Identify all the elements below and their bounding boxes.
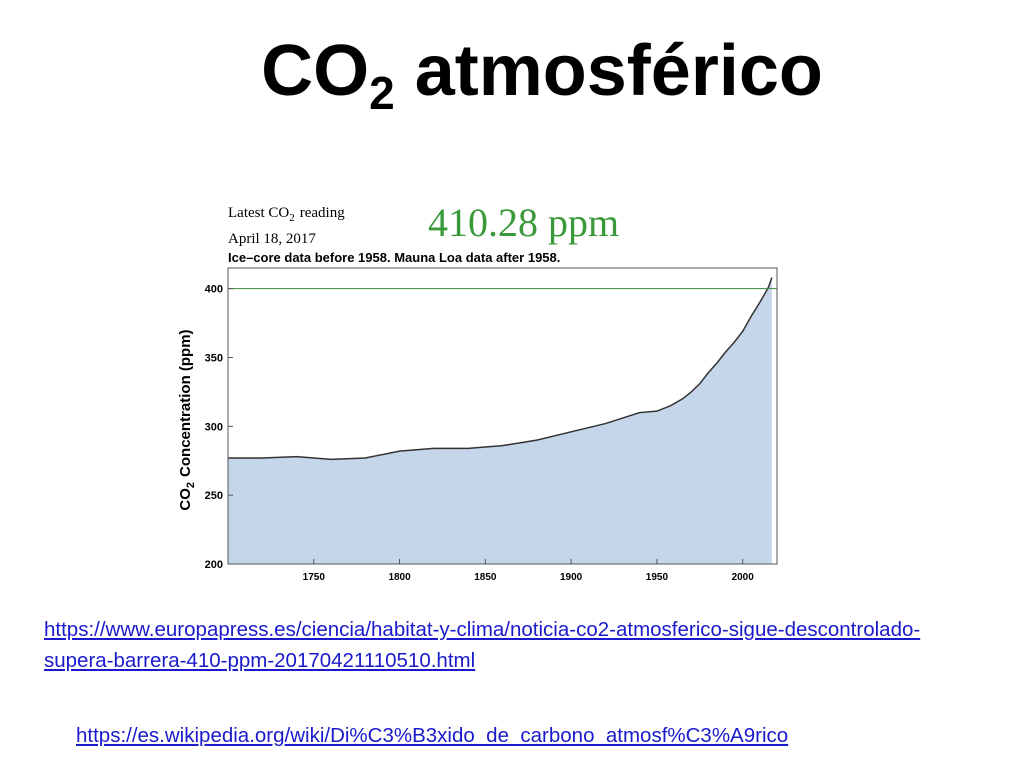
line — [228, 277, 773, 461]
y-tick-label: 200 — [205, 559, 223, 571]
y-label-sub: 2 — [185, 482, 197, 488]
reading-label-sub: 2 — [289, 212, 295, 224]
chart: Latest CO2 reading April 18, 2017 410.28 … — [177, 200, 778, 583]
x-tick-label: 1850 — [474, 572, 497, 583]
x-tick-label: 1950 — [646, 572, 669, 583]
chart-note: Ice–core data before 1958. Mauna Loa dat… — [228, 250, 560, 265]
y-label-main: CO — [177, 488, 194, 511]
x-tick-label: 2000 — [732, 572, 755, 583]
reading-label-rest: reading — [300, 205, 345, 221]
reading-label: Latest CO2 reading — [228, 205, 345, 224]
x-tick-label: 1800 — [388, 572, 411, 583]
plot-frame — [227, 267, 778, 565]
y-label-rest: Concentration (ppm) — [177, 329, 194, 477]
title-rest: atmosférico — [414, 31, 823, 111]
y-axis-label: CO2 Concentration (ppm) — [177, 329, 197, 510]
x-tick-label: 1750 — [303, 572, 326, 583]
reading-value: 410.28 ppm — [428, 200, 619, 245]
reading-date: April 18, 2017 — [228, 231, 316, 247]
y-tick-label: 300 — [205, 421, 223, 433]
y-tick-label: 400 — [205, 284, 223, 296]
y-tick-label: 250 — [205, 490, 223, 502]
link[interactable]: https://www.europapress.es/ciencia/habit… — [44, 618, 921, 672]
y-tick-label: 350 — [205, 352, 223, 364]
title-sub: 2 — [369, 67, 395, 119]
title-main: CO — [261, 31, 370, 111]
area — [228, 277, 772, 564]
slide-title: CO2 atmosférico — [0, 30, 1024, 116]
x-tick-label: 1900 — [560, 572, 583, 583]
link[interactable]: https://es.wikipedia.org/wiki/Di%C3%B3xi… — [76, 724, 789, 747]
reading-label-main: Latest CO — [228, 205, 289, 221]
